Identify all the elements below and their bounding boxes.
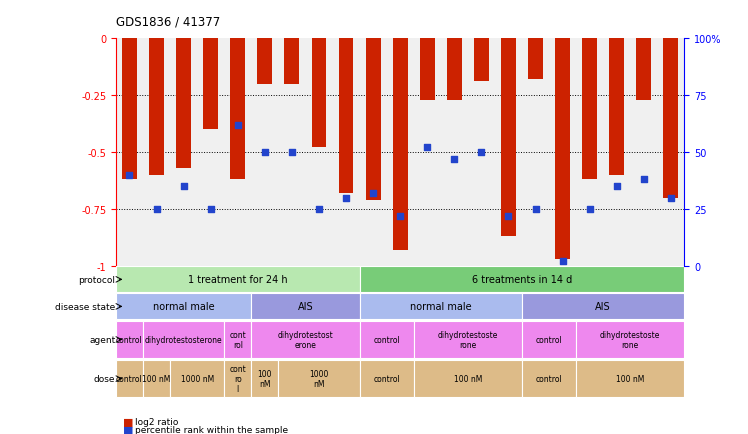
Bar [555,39,570,260]
Text: AIS: AIS [298,302,313,312]
Text: normal male: normal male [153,302,215,312]
Bar [122,39,137,180]
Point [340,194,352,201]
Point [476,149,488,156]
Bar [143,321,224,358]
Bar [203,39,218,130]
Bar [663,39,678,198]
Bar [393,39,408,250]
Bar [414,360,522,398]
Bar [149,39,164,175]
Point [177,183,189,190]
Bar [116,321,143,358]
Point [205,206,217,213]
Text: dihydrotestost
erone: dihydrotestost erone [278,330,334,349]
Bar [360,267,684,293]
Text: normal male: normal male [410,302,471,312]
Bar [447,39,462,100]
Text: 100 nM: 100 nM [142,374,171,383]
Bar [366,39,381,201]
Text: control: control [536,374,562,383]
Point [394,213,406,220]
Point [503,213,515,220]
Text: control: control [116,335,143,344]
Bar [610,39,624,175]
Bar [224,321,251,358]
Point [448,156,460,163]
Bar [360,294,522,319]
Bar [522,360,576,398]
Text: 1 treatment for 24 h: 1 treatment for 24 h [188,275,287,285]
Point [123,172,135,179]
Bar [414,321,522,358]
Bar [528,39,543,80]
Bar [177,39,191,168]
Bar [582,39,597,180]
Point [421,145,433,151]
Text: 100 nM: 100 nM [616,374,645,383]
Bar [501,39,516,237]
Text: agent: agent [89,335,115,344]
Bar [522,321,576,358]
Text: dihydrotestoste
rone: dihydrotestoste rone [600,330,660,349]
Point [313,206,325,213]
Text: GDS1836 / 41377: GDS1836 / 41377 [116,15,220,28]
Point [638,177,650,184]
Text: dose: dose [94,374,115,383]
Bar [116,360,143,398]
Bar [360,321,414,358]
Text: 100
nM: 100 nM [257,369,272,388]
Bar [230,39,245,180]
Bar [116,294,251,319]
Point [530,206,542,213]
Text: disease state: disease state [55,302,115,311]
Bar [257,39,272,85]
Text: dihydrotestosterone: dihydrotestosterone [145,335,222,344]
Point [367,190,379,197]
Bar [284,39,299,85]
Point [286,149,298,156]
Bar [278,360,360,398]
Bar [360,360,414,398]
Text: percentile rank within the sample: percentile rank within the sample [135,425,288,434]
Bar [339,39,354,194]
Point [150,206,162,213]
Bar [251,294,360,319]
Text: 1000
nM: 1000 nM [309,369,328,388]
Text: control: control [373,374,400,383]
Point [232,122,244,129]
Point [557,258,568,265]
Text: control: control [116,374,143,383]
Point [611,183,623,190]
Bar [251,360,278,398]
Text: 100 nM: 100 nM [454,374,482,383]
Text: control: control [373,335,400,344]
Text: 6 treatments in 14 d: 6 treatments in 14 d [472,275,572,285]
Bar [420,39,435,100]
Point [665,194,677,201]
Text: protocol: protocol [79,275,115,284]
Bar [522,294,684,319]
Bar [116,267,360,293]
Text: ■: ■ [123,417,134,427]
Text: cont
ro
l: cont ro l [230,365,246,393]
Text: 1000 nM: 1000 nM [180,374,214,383]
Text: dihydrotestoste
rone: dihydrotestoste rone [438,330,498,349]
Point [583,206,595,213]
Bar [311,39,326,148]
Text: AIS: AIS [595,302,611,312]
Bar [251,321,360,358]
Bar [170,360,224,398]
Bar [576,360,684,398]
Text: control: control [536,335,562,344]
Text: ■: ■ [123,425,134,434]
Point [259,149,271,156]
Text: log2 ratio: log2 ratio [135,418,178,426]
Bar [576,321,684,358]
Bar [637,39,652,100]
Bar [224,360,251,398]
Text: cont
rol: cont rol [230,330,246,349]
Bar [474,39,489,82]
Bar [143,360,170,398]
